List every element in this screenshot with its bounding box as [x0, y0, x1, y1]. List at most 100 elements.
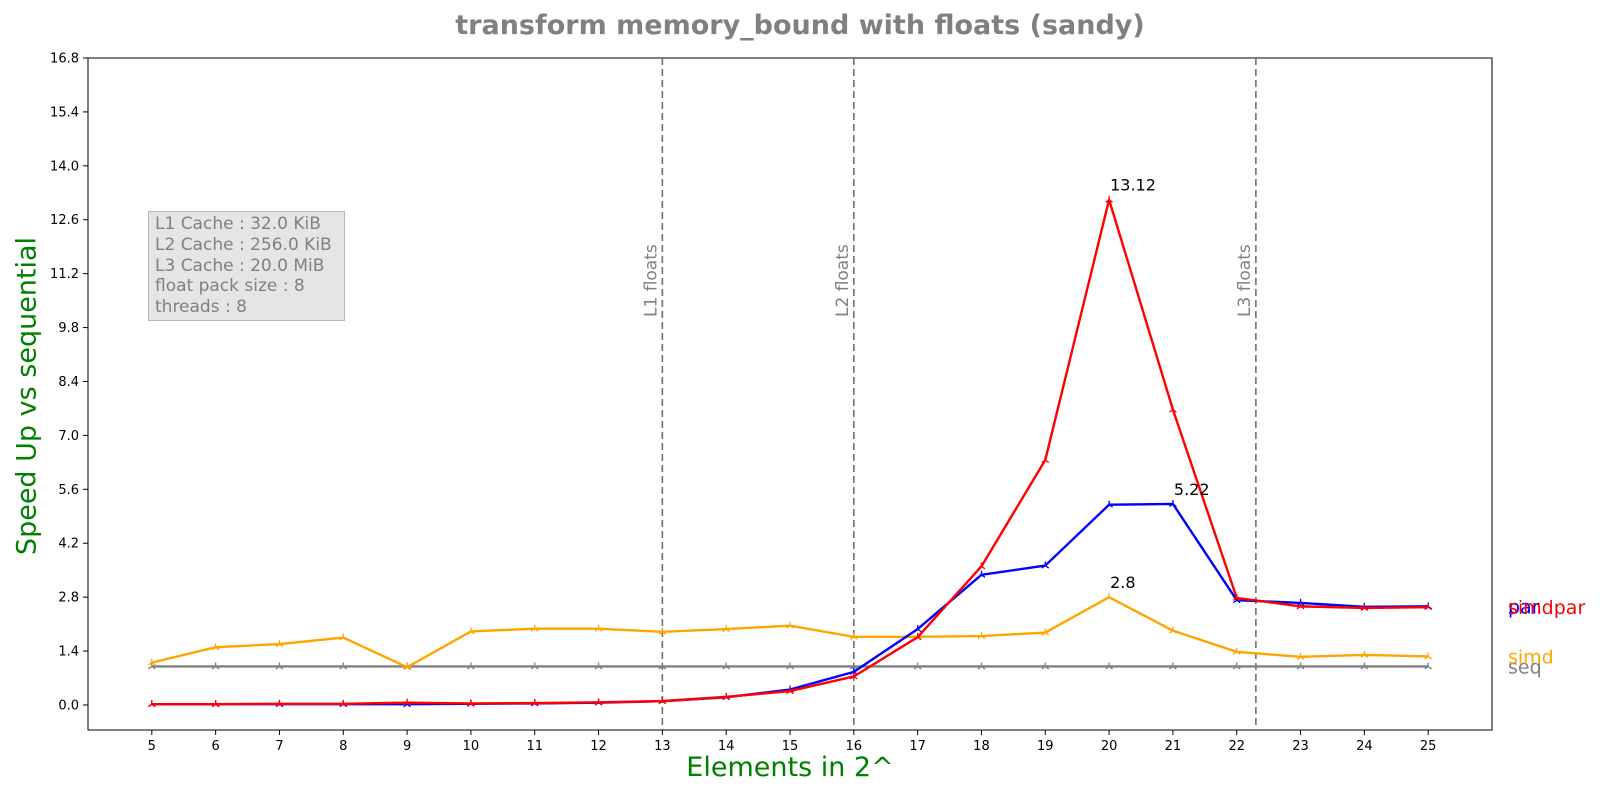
x-tick-label: 24 [1356, 739, 1373, 754]
x-tick-label: 5 [148, 739, 156, 754]
x-tick-label: 18 [973, 739, 990, 754]
y-tick-label: 0.0 [58, 698, 79, 713]
chart-title: transform memory_bound with floats (sand… [455, 10, 1145, 41]
cache-line-label: L3 floats [1235, 244, 1255, 317]
y-tick-label: 1.4 [58, 645, 79, 660]
y-tick-label: 5.6 [58, 483, 79, 498]
x-tick-label: 19 [1037, 739, 1054, 754]
data-point-seq [1424, 662, 1433, 670]
x-tick-label: 17 [909, 739, 926, 754]
data-point-seq [786, 662, 794, 670]
data-point-simdpar [147, 700, 156, 708]
data-point-seq [339, 662, 348, 670]
info-line: threads : 8 [155, 297, 247, 318]
data-point-simdpar [1041, 456, 1050, 464]
y-tick-label: 9.8 [58, 321, 79, 336]
data-point-seq [1105, 662, 1113, 670]
data-point-simd [594, 624, 603, 632]
info-line: L2 Cache : 256.0 KiB [155, 234, 332, 255]
series-label-seq: seq [1508, 656, 1542, 678]
x-tick-label: 8 [339, 739, 347, 754]
data-label: 2.8 [1110, 573, 1135, 592]
data-point-seq [1296, 662, 1305, 670]
data-point-par [1169, 499, 1177, 507]
data-label: 5.22 [1174, 480, 1210, 499]
y-tick-label: 14.0 [50, 159, 79, 174]
y-tick-label: 2.8 [58, 591, 79, 606]
y-tick-label: 11.2 [50, 267, 79, 282]
data-point-simd [211, 643, 220, 651]
data-point-simd [1424, 652, 1433, 660]
plot-frame [87, 57, 1493, 731]
info-line: L1 Cache : 32.0 KiB [155, 214, 321, 234]
data-point-simd [1232, 647, 1241, 655]
data-point-simdpar [722, 692, 731, 700]
x-tick-label: 13 [654, 739, 671, 754]
data-point-simd [1169, 626, 1177, 634]
y-tick-label: 15.4 [50, 105, 79, 120]
data-point-simd [530, 624, 539, 632]
x-tick-label: 9 [403, 739, 411, 754]
data-point-simdpar [1424, 603, 1433, 611]
data-point-simd [977, 632, 986, 640]
data-point-simd [1296, 652, 1305, 660]
data-point-simdpar [339, 699, 348, 707]
x-tick-label: 12 [590, 739, 607, 754]
data-point-simd [339, 633, 348, 641]
data-point-seq [594, 662, 603, 670]
data-point-seq [467, 662, 475, 670]
data-point-seq [530, 662, 539, 670]
series-line-simd [151, 595, 1429, 669]
data-point-simd [722, 625, 731, 633]
x-tick-label: 20 [1101, 739, 1118, 754]
y-tick-label: 12.6 [50, 213, 79, 228]
y-tick-label: 4.2 [58, 537, 79, 552]
x-tick-label: 23 [1292, 739, 1309, 754]
y-tick-label: 16.8 [50, 52, 79, 67]
series-label-par: par [1508, 596, 1540, 618]
data-point-simdpar [1232, 593, 1241, 601]
data-point-seq [913, 662, 922, 670]
data-point-simd [1105, 593, 1113, 601]
cache-line-label: L1 floats [641, 244, 661, 317]
data-point-simdpar [658, 697, 667, 705]
data-point-simd [1360, 650, 1369, 658]
data-point-simd [403, 663, 411, 671]
x-axis: 5 6 7 8 9 10 11 12 13 14 15 16 17 18 19 20 21 22 23 24 25 [148, 730, 1436, 754]
x-axis-label: Elements in 2^ [686, 752, 894, 783]
info-line: float pack size : 8 [155, 276, 305, 297]
data-point-simdpar [211, 700, 220, 708]
data-point-simdpar [1360, 603, 1369, 611]
x-tick-label: 16 [846, 739, 863, 754]
data-point-simdpar [1169, 405, 1177, 413]
y-tick-label: 8.4 [58, 375, 79, 390]
data-point-seq [977, 662, 986, 670]
x-tick-label: 21 [1165, 739, 1182, 754]
data-point-simdpar [913, 633, 922, 641]
data-point-simdpar [275, 699, 284, 707]
y-axis-label: Speed Up vs sequential [11, 236, 43, 556]
data-point-simdpar [530, 699, 539, 707]
x-tick-label: 22 [1228, 739, 1245, 754]
annotations: 13.12 5.22 2.8 [1110, 176, 1209, 592]
data-label: 13.12 [1110, 176, 1156, 195]
cache-lines: L1 floats L2 floats L3 floats [641, 58, 1257, 730]
data-point-par [977, 570, 986, 578]
y-tick-label: 7.0 [58, 429, 79, 444]
data-point-simdpar [849, 672, 858, 680]
data-point-simdpar [977, 562, 986, 570]
data-point-seq [658, 662, 667, 670]
x-tick-label: 6 [211, 739, 219, 754]
info-line: L3 Cache : 20.0 MiB [155, 255, 325, 276]
data-point-seq [1169, 662, 1177, 670]
cache-line-label: L2 floats [833, 244, 853, 317]
data-point-simdpar [467, 699, 475, 707]
x-tick-label: 11 [526, 739, 543, 754]
data-point-simd [849, 632, 858, 640]
x-tick-label: 15 [782, 739, 799, 754]
data-point-simd [467, 627, 475, 635]
x-tick-label: 10 [463, 739, 480, 754]
data-point-simd [786, 621, 794, 629]
